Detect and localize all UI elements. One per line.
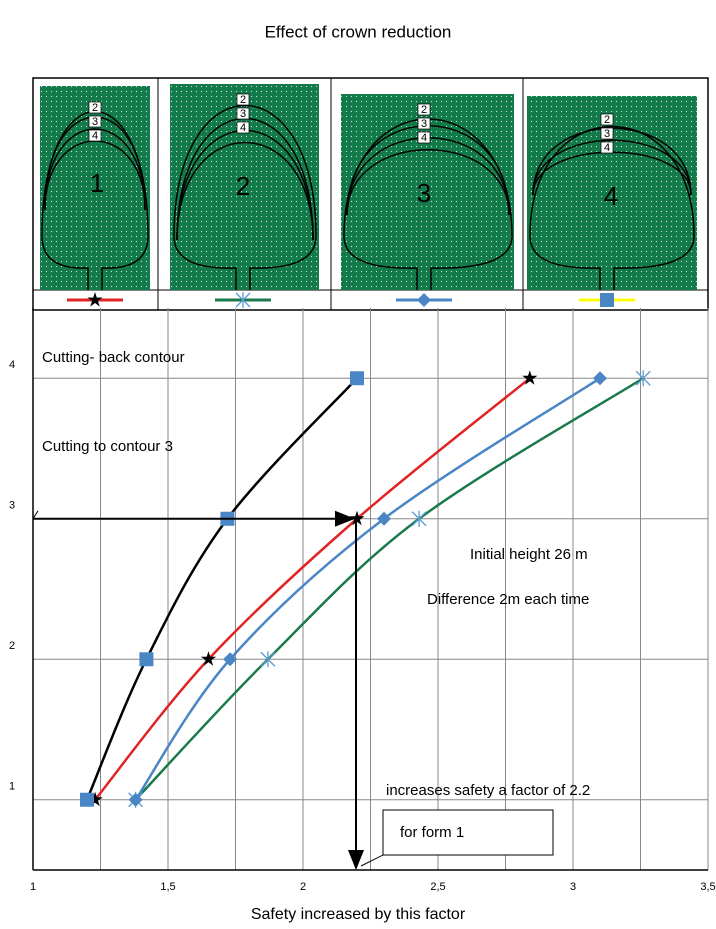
y-tick-label: 4 — [9, 359, 15, 371]
contour-label-box — [600, 113, 614, 126]
contour-label-box — [417, 117, 431, 130]
marker-square — [139, 652, 154, 667]
marker-square — [600, 293, 614, 307]
contour-label-box — [417, 131, 431, 144]
contour-label-box — [88, 129, 102, 142]
contour-label-box — [236, 121, 250, 134]
marker-diamond — [593, 371, 607, 386]
series-line — [94, 377, 531, 801]
contour-label: 4 — [421, 132, 427, 144]
marker-diamond — [223, 652, 238, 667]
contour-line — [532, 139, 692, 196]
x-tick-label: 2 — [300, 881, 306, 893]
contour-label: 4 — [240, 122, 246, 134]
marker-diamond — [128, 792, 143, 807]
contour-label: 2 — [92, 102, 98, 114]
y-tick-label: 2 — [9, 640, 15, 652]
marker-diamond — [377, 511, 391, 526]
marker-star — [349, 510, 365, 526]
contour-line — [44, 128, 146, 211]
crown-outline — [343, 118, 513, 290]
pointer — [360, 854, 384, 867]
form-label: 1 — [90, 168, 104, 198]
contour-label: 2 — [604, 114, 610, 126]
x-tick-label: 1,5 — [160, 881, 175, 893]
annotation: Initial height 26 m — [470, 546, 588, 563]
y-tick-label: 1 — [9, 781, 15, 793]
series-line — [134, 377, 644, 801]
series-line — [134, 377, 601, 801]
series-line — [85, 377, 358, 801]
annotation: for form 1 — [400, 824, 464, 841]
marker-asterisk — [411, 510, 427, 527]
contour-label-box — [88, 115, 102, 128]
contour-line — [346, 149, 510, 216]
form-label: 3 — [417, 178, 431, 208]
marker-star — [200, 651, 217, 666]
contour-label-box — [236, 93, 250, 106]
annotation-box — [382, 809, 554, 856]
contour-label-box — [236, 107, 250, 120]
contour-label: 2 — [421, 104, 427, 116]
marker-square — [80, 792, 94, 807]
contour-label: 3 — [421, 118, 427, 130]
marker-asterisk — [235, 292, 251, 308]
x-axis-label: Safety increased by this factor — [251, 906, 466, 923]
annotation: Cutting to contour 3 — [42, 438, 173, 455]
contour-label: 3 — [604, 128, 610, 140]
contour-label: 2 — [240, 94, 246, 106]
contour-label-box — [600, 127, 614, 140]
crown-outline — [173, 104, 317, 290]
x-tick-label: 3 — [570, 881, 576, 893]
crown-outline — [529, 125, 695, 290]
marker-asterisk — [635, 370, 651, 387]
x-tick-label: 3,5 — [700, 881, 715, 893]
contour-label: 3 — [240, 108, 246, 120]
contour-label: 4 — [604, 142, 610, 154]
contour-label-box — [417, 103, 431, 116]
form-label: 2 — [236, 171, 250, 201]
chart-title: Effect of crown reduction — [265, 22, 452, 41]
contour-label: 3 — [92, 116, 98, 128]
x-tick-label: 1 — [30, 881, 36, 893]
contour-label: 4 — [92, 130, 98, 142]
x-tick-label: 2,5 — [430, 881, 445, 893]
marker-star — [87, 791, 103, 807]
contour-label-box — [88, 101, 102, 114]
annotation: increases safety a factor of 2.2 — [386, 782, 590, 799]
marker-star — [87, 292, 103, 307]
annotation: Difference 2m each time — [427, 591, 589, 608]
marker-asterisk — [260, 651, 276, 668]
annotation: Cutting- back contour — [42, 349, 185, 366]
marker-square — [350, 371, 364, 386]
pointer — [32, 510, 39, 520]
y-tick-label: 3 — [9, 500, 15, 512]
form-label: 4 — [604, 181, 618, 211]
marker-star — [522, 370, 538, 385]
contour-line — [176, 141, 314, 241]
marker-diamond — [417, 293, 431, 307]
contour-label-box — [600, 141, 614, 154]
